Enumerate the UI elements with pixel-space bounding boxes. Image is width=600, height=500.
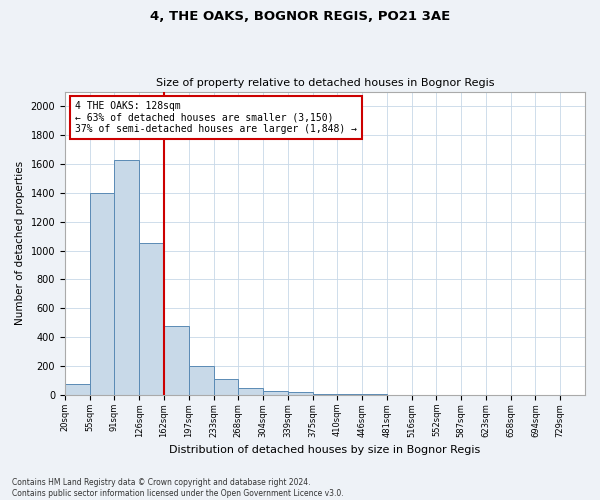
X-axis label: Distribution of detached houses by size in Bognor Regis: Distribution of detached houses by size …	[169, 445, 481, 455]
Bar	[263, 391, 288, 395]
Text: Contains HM Land Registry data © Crown copyright and database right 2024.
Contai: Contains HM Land Registry data © Crown c…	[12, 478, 344, 498]
Bar	[139, 244, 164, 395]
Bar	[214, 380, 238, 395]
Bar	[89, 193, 115, 395]
Bar	[189, 366, 214, 395]
Bar	[164, 326, 189, 395]
Y-axis label: Number of detached properties: Number of detached properties	[15, 162, 25, 326]
Bar	[337, 394, 362, 395]
Bar	[115, 160, 139, 395]
Text: 4 THE OAKS: 128sqm
← 63% of detached houses are smaller (3,150)
37% of semi-deta: 4 THE OAKS: 128sqm ← 63% of detached hou…	[76, 100, 358, 134]
Bar	[65, 384, 89, 395]
Bar	[362, 394, 387, 395]
Text: 4, THE OAKS, BOGNOR REGIS, PO21 3AE: 4, THE OAKS, BOGNOR REGIS, PO21 3AE	[150, 10, 450, 23]
Bar	[313, 394, 337, 395]
Bar	[288, 392, 313, 395]
Bar	[238, 388, 263, 395]
Title: Size of property relative to detached houses in Bognor Regis: Size of property relative to detached ho…	[156, 78, 494, 88]
